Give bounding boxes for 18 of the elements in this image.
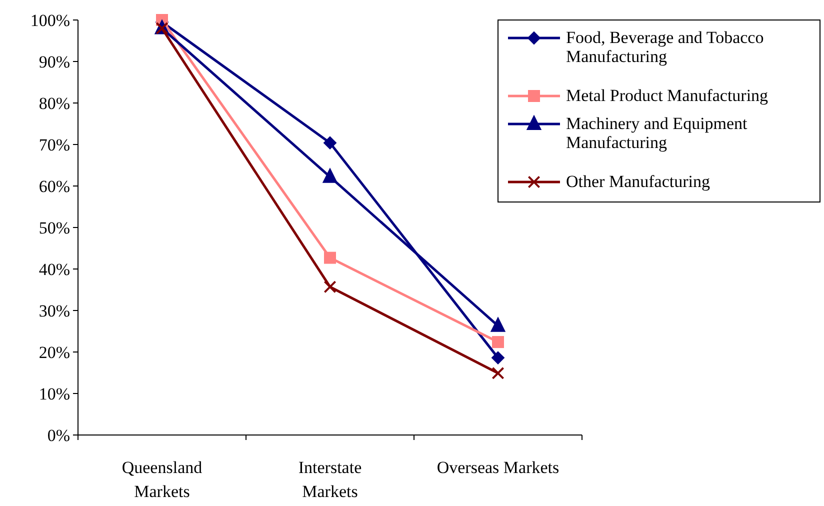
y-tick-label: 0% xyxy=(47,426,70,445)
y-tick-label: 50% xyxy=(38,218,70,238)
x-tick-label: Overseas Markets xyxy=(436,458,560,477)
legend-label: Metal Product Manufacturing xyxy=(566,86,769,105)
y-tick-label: 40% xyxy=(38,260,70,279)
y-tick-label: 60% xyxy=(38,177,70,196)
y-tick-label: 100% xyxy=(30,11,70,30)
legend-label: Other Manufacturing xyxy=(566,172,710,191)
y-tick-label: 90% xyxy=(38,52,70,72)
y-tick-label: 80% xyxy=(38,94,70,113)
x-tick-label: Queensland Markets xyxy=(122,458,203,501)
y-tick-label: 30% xyxy=(38,302,70,320)
y-tick-label: 70% xyxy=(38,136,70,154)
y-tick-label: 20% xyxy=(38,343,70,362)
legend-label: Machinery and Equipment Manufacturing xyxy=(566,114,748,152)
x-tick-label: Interstate Markets xyxy=(298,458,362,501)
legend-label: Food, Beverage and Tobacco Manufacturing xyxy=(566,28,764,66)
y-tick-label: 10% xyxy=(38,384,70,404)
